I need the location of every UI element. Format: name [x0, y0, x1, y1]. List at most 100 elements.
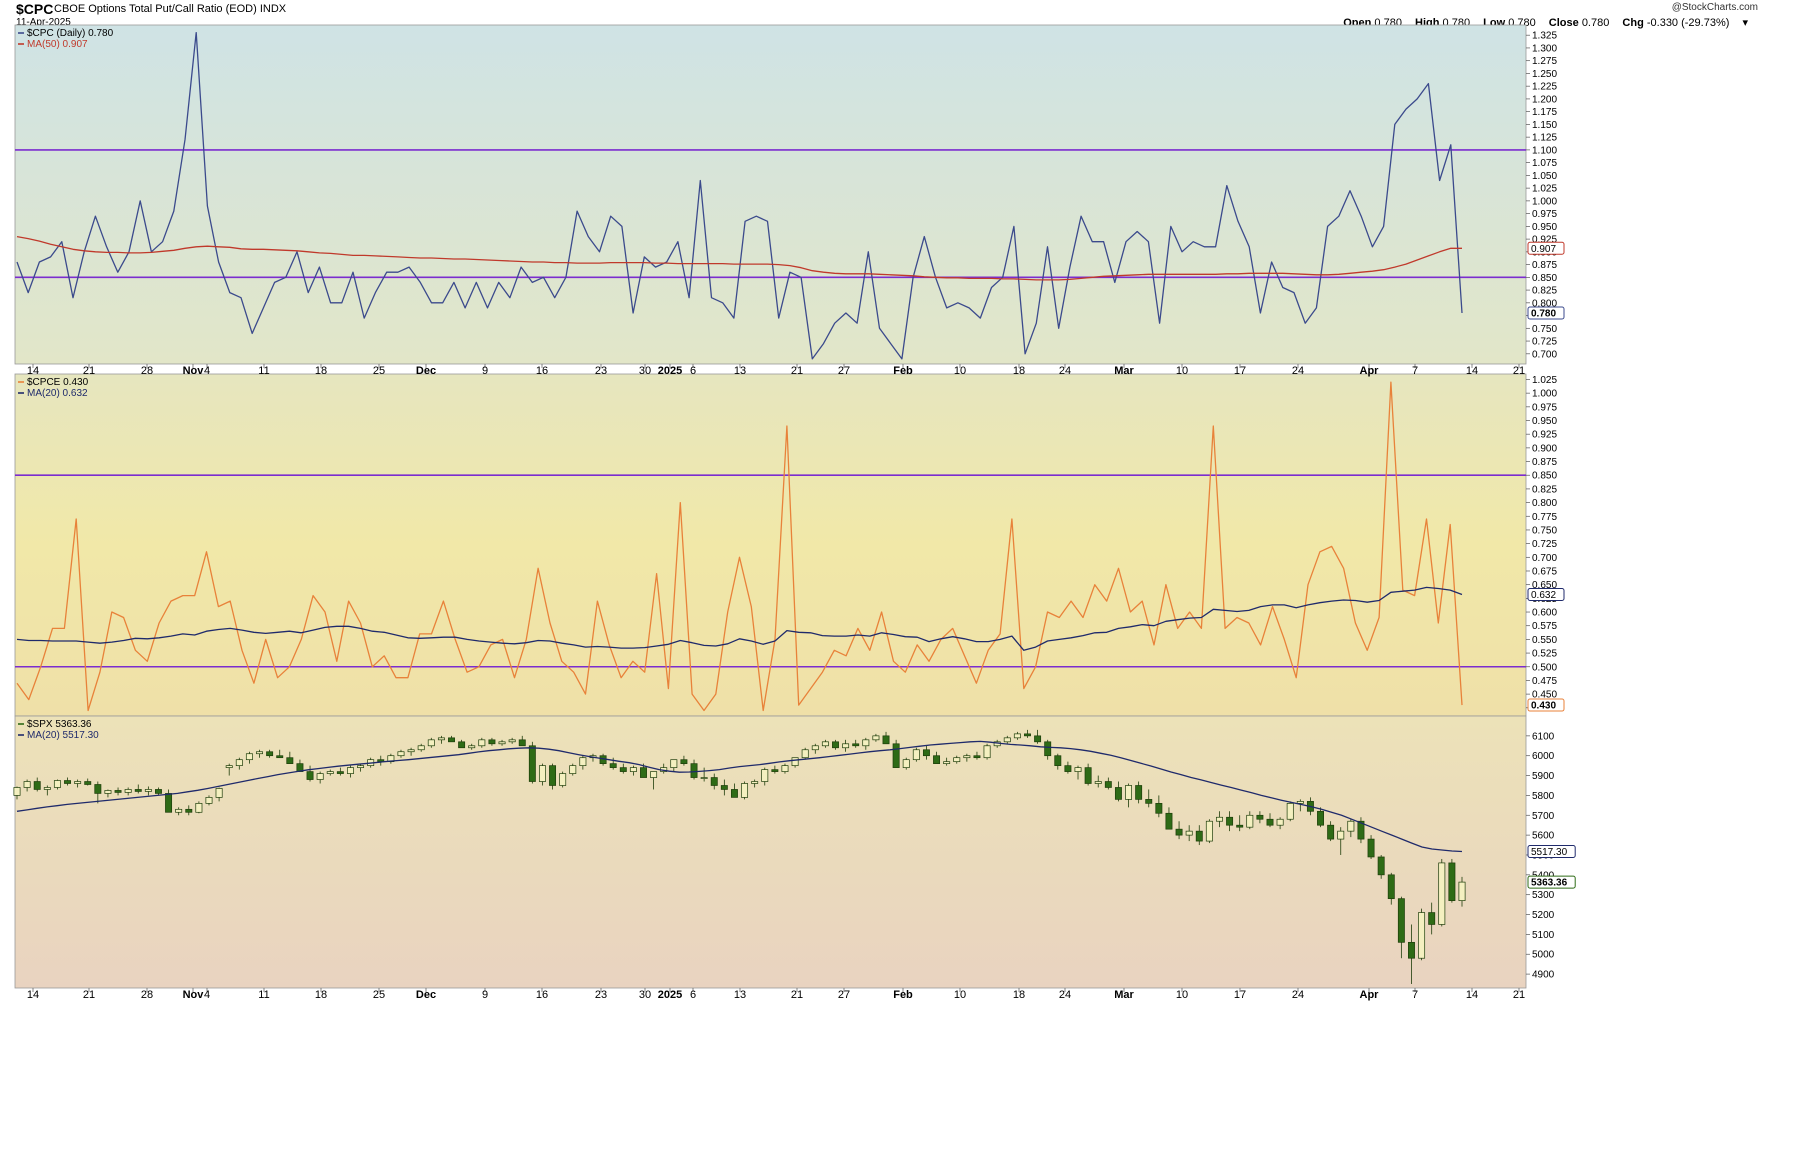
candle-body — [33, 781, 41, 790]
y-tick-label: 1.000 — [1532, 196, 1557, 207]
y-tick-label: 1.125 — [1532, 133, 1557, 144]
candle-body — [225, 765, 233, 768]
candle-body — [1367, 838, 1375, 858]
candle-body — [680, 759, 688, 764]
y-tick-label: 1.050 — [1532, 171, 1557, 182]
candle-body — [1347, 820, 1355, 832]
series-line-2 — [16, 235, 1462, 281]
candle-body — [579, 757, 587, 766]
x-tick-label: 9 — [482, 365, 488, 377]
y-tick-label: 0.975 — [1532, 209, 1557, 220]
candle-body — [963, 755, 971, 759]
candle-body — [508, 739, 516, 743]
candle-body — [1155, 803, 1163, 814]
close-value: 0.780 — [1581, 17, 1610, 29]
x-tick-label: 21 — [1513, 989, 1525, 1001]
candle-body — [306, 771, 314, 780]
y-tick-label: 0.925 — [1532, 235, 1557, 246]
y-tick-label: 6000 — [1532, 751, 1555, 762]
candle-body — [114, 790, 122, 793]
x-tick-label: 7 — [1412, 365, 1418, 377]
brand-watermark: @StockCharts.com — [1671, 2, 1758, 13]
candle-body — [326, 771, 334, 774]
x-tick-label: 10 — [954, 989, 966, 1001]
candle-body — [1054, 755, 1062, 766]
x-tick-label: 14 — [1466, 989, 1478, 1001]
candle-body — [1114, 787, 1122, 800]
candle-body — [801, 749, 809, 759]
y-tick-label: 5900 — [1532, 771, 1555, 782]
y-tick-label: 0.525 — [1532, 649, 1557, 660]
candle-body — [518, 739, 526, 747]
candle-body — [973, 755, 981, 759]
y-tick-label: 0.700 — [1532, 349, 1557, 360]
candle-body — [134, 789, 142, 792]
candle-body — [983, 745, 991, 759]
x-tick-label: 17 — [1234, 989, 1246, 1001]
legend-label: $CPC (Daily) 0.780 — [27, 28, 114, 39]
candle-body — [407, 749, 415, 753]
candle-body — [1317, 810, 1324, 826]
y-tick-label: 0.550 — [1532, 635, 1557, 646]
x-tick-label: 2025 — [658, 989, 682, 1001]
last-value-tag — [1527, 241, 1565, 255]
y-tick-label: 0.825 — [1532, 286, 1557, 297]
y-tick-label: 1.325 — [1532, 31, 1557, 42]
candle-body — [538, 765, 546, 782]
candle-body — [13, 787, 21, 796]
x-tick-label: 28 — [141, 989, 153, 1001]
candle-body — [1408, 941, 1415, 959]
candle-body — [650, 771, 658, 778]
candle-body — [316, 773, 324, 780]
candle-body — [336, 771, 344, 774]
candle-body — [23, 781, 31, 788]
candle-body — [94, 784, 102, 794]
x-tick-label: 23 — [595, 365, 607, 377]
last-value-tag-text: 0.780 — [1531, 309, 1556, 320]
x-tick-label: 25 — [373, 365, 385, 377]
candle-body — [1185, 830, 1193, 836]
last-value-tag — [1527, 698, 1565, 712]
last-value-tag — [1527, 306, 1565, 320]
chg-value: -0.330 (-29.73%) — [1646, 17, 1730, 29]
x-tick-label: 10 — [1176, 989, 1188, 1001]
candle-body — [1044, 741, 1052, 757]
x-tick-label: 18 — [315, 365, 327, 377]
y-tick-label: 0.600 — [1532, 608, 1557, 619]
x-tick-label: 16 — [536, 365, 548, 377]
candle-body — [1145, 799, 1153, 804]
candle-body — [720, 785, 728, 790]
candle-body — [690, 763, 698, 778]
candle-body — [1104, 781, 1112, 788]
x-tick-label: 14 — [27, 989, 39, 1001]
x-tick-label: 4 — [204, 989, 210, 1001]
y-tick-label: 0.925 — [1532, 430, 1557, 441]
y-tick-label: 0.650 — [1532, 580, 1557, 591]
last-value-tag — [1527, 875, 1576, 889]
chg-label: Chg — [1622, 17, 1644, 29]
last-value-tag-text: 0.430 — [1531, 701, 1556, 712]
candle-body — [1003, 737, 1011, 743]
candle-body — [478, 739, 486, 747]
chg-dropdown-icon[interactable]: ▾ — [1742, 17, 1748, 29]
y-tick-label: 0.950 — [1532, 222, 1557, 233]
candle-body — [528, 745, 536, 782]
last-value-tag-text: 5363.36 — [1531, 878, 1568, 889]
candle-body — [1013, 733, 1021, 739]
candle-body — [1377, 856, 1385, 876]
candle-body — [852, 743, 860, 747]
y-tick-label: 5100 — [1532, 930, 1555, 941]
candle-body — [185, 808, 193, 813]
candle-body — [700, 777, 708, 779]
security-name: CBOE Options Total Put/Call Ratio (EOD) … — [54, 3, 286, 15]
y-tick-label: 0.750 — [1532, 324, 1557, 335]
x-tick-label: Apr — [1360, 989, 1380, 1001]
x-tick-label: Mar — [1114, 989, 1134, 1001]
candle-body — [1195, 830, 1203, 842]
candle-body — [498, 741, 506, 745]
panel-backgrounds — [14, 24, 1527, 989]
y-tick-label: 5700 — [1532, 811, 1555, 822]
candle-body — [205, 797, 213, 804]
last-value-tag — [1527, 588, 1565, 602]
candle-body — [1397, 898, 1405, 943]
